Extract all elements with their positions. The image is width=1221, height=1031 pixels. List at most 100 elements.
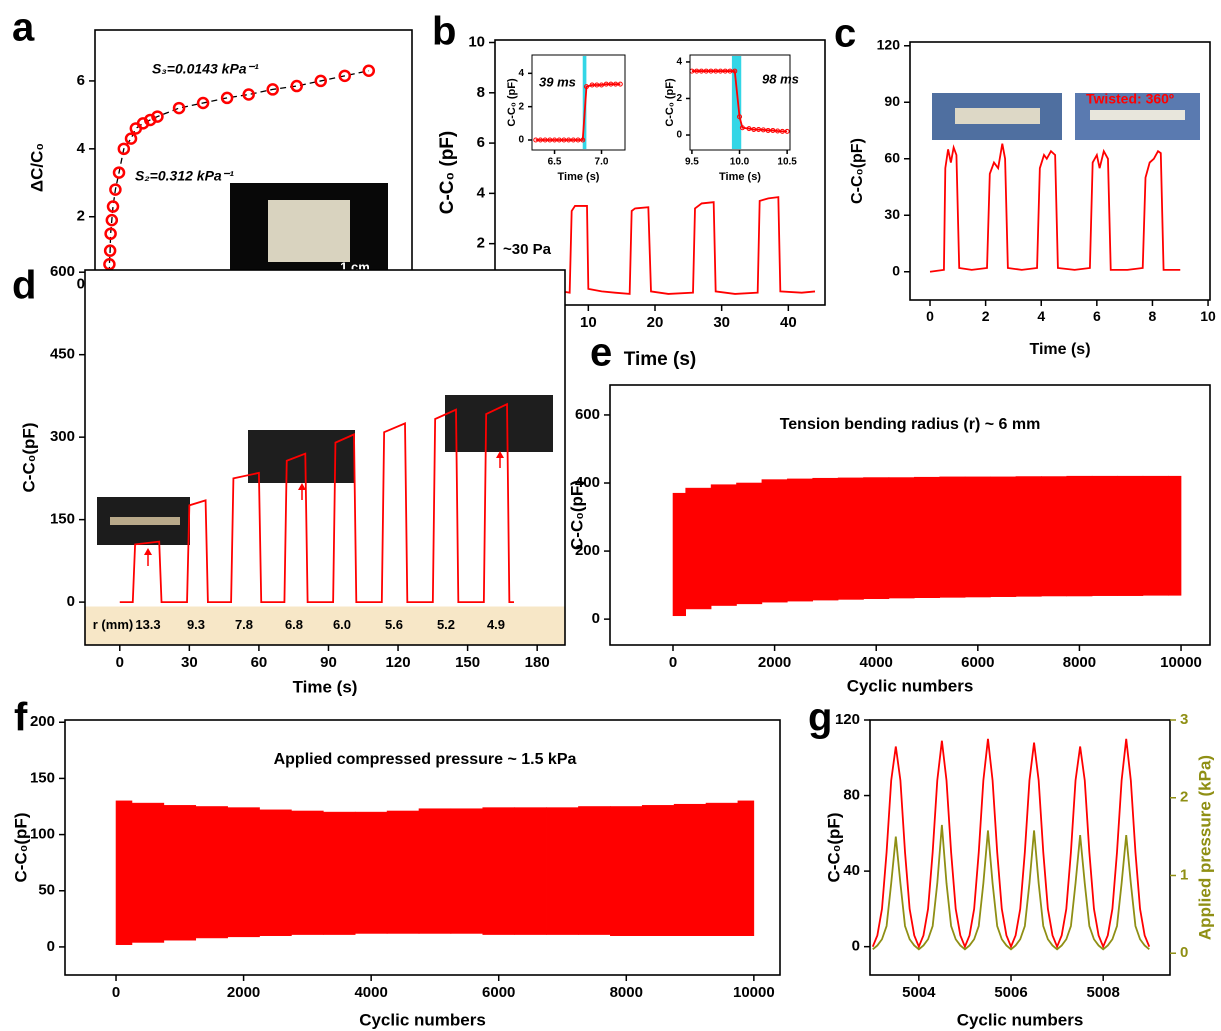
x-tick-label: 0 xyxy=(926,308,934,324)
x-tick-label: 150 xyxy=(455,654,480,671)
data-point xyxy=(594,82,600,88)
data-point xyxy=(104,227,117,240)
range-bar xyxy=(888,477,915,599)
range-bar xyxy=(450,808,484,934)
y-tick-label: 150 xyxy=(30,769,55,786)
x-tick-label: 2 xyxy=(982,308,990,324)
y-axis-label: ΔC/C₀ xyxy=(27,143,46,192)
band-label: 5.6 xyxy=(385,617,403,632)
x-axis-label: Cyclic numbers xyxy=(957,1010,1084,1029)
data-point xyxy=(703,68,709,74)
range-bar xyxy=(710,484,737,606)
y-tick-label: 200 xyxy=(575,542,600,559)
y-axis-label: C-C₀(pF) xyxy=(849,138,866,204)
plot-frame xyxy=(909,41,1211,301)
data-point xyxy=(708,68,714,74)
data-point xyxy=(779,128,785,134)
data-point xyxy=(124,132,138,145)
data-point xyxy=(112,166,126,179)
x-tick-label: 5006 xyxy=(994,984,1027,1001)
x-axis-label: Time (s) xyxy=(558,171,600,183)
y-tick-label: 2 xyxy=(477,235,485,252)
x-tick-label: 0 xyxy=(112,984,120,1001)
y-tick-label: 0 xyxy=(852,938,860,955)
plot-frame xyxy=(494,39,826,306)
y-tick-label: 80 xyxy=(843,787,860,804)
data-point xyxy=(290,79,303,93)
range-bar xyxy=(1066,475,1093,597)
range-bar xyxy=(705,802,739,936)
y-tick-label: 6 xyxy=(77,72,85,89)
data-point xyxy=(713,68,719,74)
panel: 0 2 4 6 8 10 0 30 60 90 120 Time (s) C-C₀(pF) c Twiste… xyxy=(834,12,1216,359)
data-point xyxy=(570,137,576,143)
data-point xyxy=(547,137,553,143)
y-tick-label: 4 xyxy=(477,184,486,201)
x-tick-label: 4000 xyxy=(860,654,893,671)
data-point xyxy=(151,110,164,123)
series-line xyxy=(872,824,1150,951)
range-bar xyxy=(964,476,991,598)
x-tick-label: 30 xyxy=(181,654,198,671)
range-bar xyxy=(115,800,133,945)
range-bar xyxy=(787,478,814,602)
range-bar xyxy=(323,811,356,935)
x-tick-label: 4000 xyxy=(354,984,387,1001)
y-tick-label: 100 xyxy=(30,826,55,843)
annotation: S₂=0.312 kPa⁻¹ xyxy=(135,168,234,184)
panel-letter: c xyxy=(834,12,856,56)
x-tick-label: 10 xyxy=(580,314,597,331)
x-tick-label: 4 xyxy=(1037,308,1045,324)
band-label: 7.8 xyxy=(235,617,253,632)
annotation: Tension bending radius (r) ~ 6 mm xyxy=(780,416,1041,433)
arrow-head xyxy=(144,548,152,555)
annotation: 39 ms xyxy=(539,74,576,89)
y-tick-label: 600 xyxy=(50,263,75,280)
data-point xyxy=(103,244,117,257)
data-point xyxy=(756,127,762,133)
panel-letter: b xyxy=(432,10,456,54)
data-point xyxy=(732,68,738,74)
y-tick-label: 8 xyxy=(477,84,485,101)
data-point xyxy=(727,68,733,74)
data-point xyxy=(537,137,543,143)
y-tick-label: 4 xyxy=(77,140,86,157)
plot-background xyxy=(870,720,1170,975)
annotation: Twisted: 360º xyxy=(1086,91,1174,107)
range-bar xyxy=(736,482,763,605)
x-axis-label: Time (s) xyxy=(719,171,761,183)
x-tick-label: 40 xyxy=(780,314,797,331)
panel-letter: f xyxy=(14,696,28,740)
band-label: 6.0 xyxy=(333,617,351,632)
data-point xyxy=(617,81,623,87)
panel-letter: d xyxy=(12,264,36,308)
x-tick-label: 5004 xyxy=(902,984,936,1001)
series-line xyxy=(871,738,1151,950)
x-tick-label: 8000 xyxy=(610,984,643,1001)
band-label: 13.3 xyxy=(135,617,160,632)
panel: 5004 5006 5008 0 40 80 120 0 1 2 3 Cyclic numbers C-… xyxy=(808,696,1214,1030)
panel: r (mm) 13.3 9.3 7.8 6.8 6.0 5.6 5.2 4.9 0 30 60 90 12… xyxy=(12,263,566,696)
y-axis-label: C-C₀ (pF) xyxy=(664,78,676,127)
y-tick-label: 6 xyxy=(477,134,485,151)
data-point xyxy=(589,82,595,88)
data-point xyxy=(765,127,771,133)
data-point xyxy=(698,68,704,74)
plot-background xyxy=(910,42,1210,300)
y-tick-label: 120 xyxy=(877,36,901,52)
y-axis-label: C-C₀(pF) xyxy=(567,480,586,550)
photo xyxy=(1090,110,1185,120)
range-bar xyxy=(1168,475,1182,596)
x-tick-label: 0 xyxy=(669,654,677,671)
x-axis-label: Time (s) xyxy=(1029,341,1090,358)
range-bar xyxy=(291,810,324,935)
data-point xyxy=(737,114,743,120)
annotation: 98 ms xyxy=(762,71,799,86)
panel-letter: g xyxy=(808,696,832,740)
series-line xyxy=(929,143,1181,273)
x-tick-label: 90 xyxy=(320,654,337,671)
photo xyxy=(955,108,1040,124)
data-point xyxy=(266,83,279,96)
y-tick-label: 4 xyxy=(676,57,682,68)
x-tick-label: 7.0 xyxy=(595,157,609,168)
